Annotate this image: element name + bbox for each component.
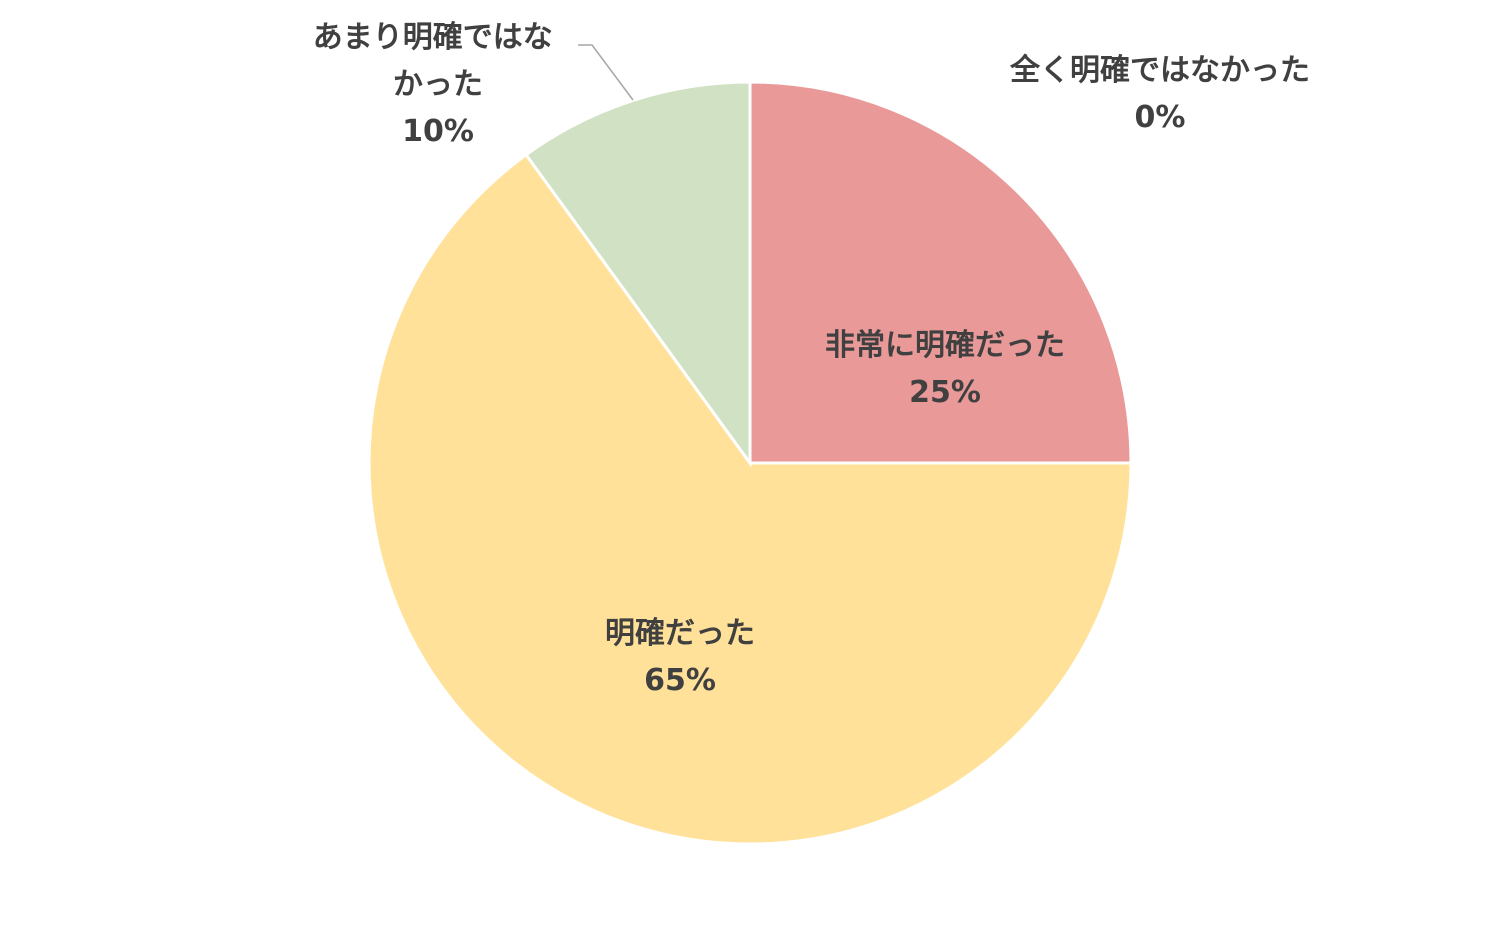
slice-label-not-very-clear-line2: かった [393,67,483,102]
slice-value-clear: 65% [644,663,716,698]
slice-label-not-clear-at-all: 全く明確ではなかった [1009,53,1310,88]
slice-clear [367,152,1133,846]
slice-label-clear: 明確だった [605,616,755,651]
pie-slices [367,80,1133,846]
slice-value-not-very-clear: 10% [402,114,474,149]
slice-label-not-very-clear-line1: あまり明確ではな [313,20,553,55]
slice-very-clear [748,80,1133,465]
slice-not-very-clear [523,80,752,468]
slice-value-not-clear-at-all: 0% [1135,100,1186,135]
leader-line [578,44,634,101]
slice-value-very-clear: 25% [909,375,981,410]
slice-label-very-clear: 非常に明確だった [825,328,1065,363]
slice-label-not-very-clear: あまり明確ではな かった [313,20,563,102]
